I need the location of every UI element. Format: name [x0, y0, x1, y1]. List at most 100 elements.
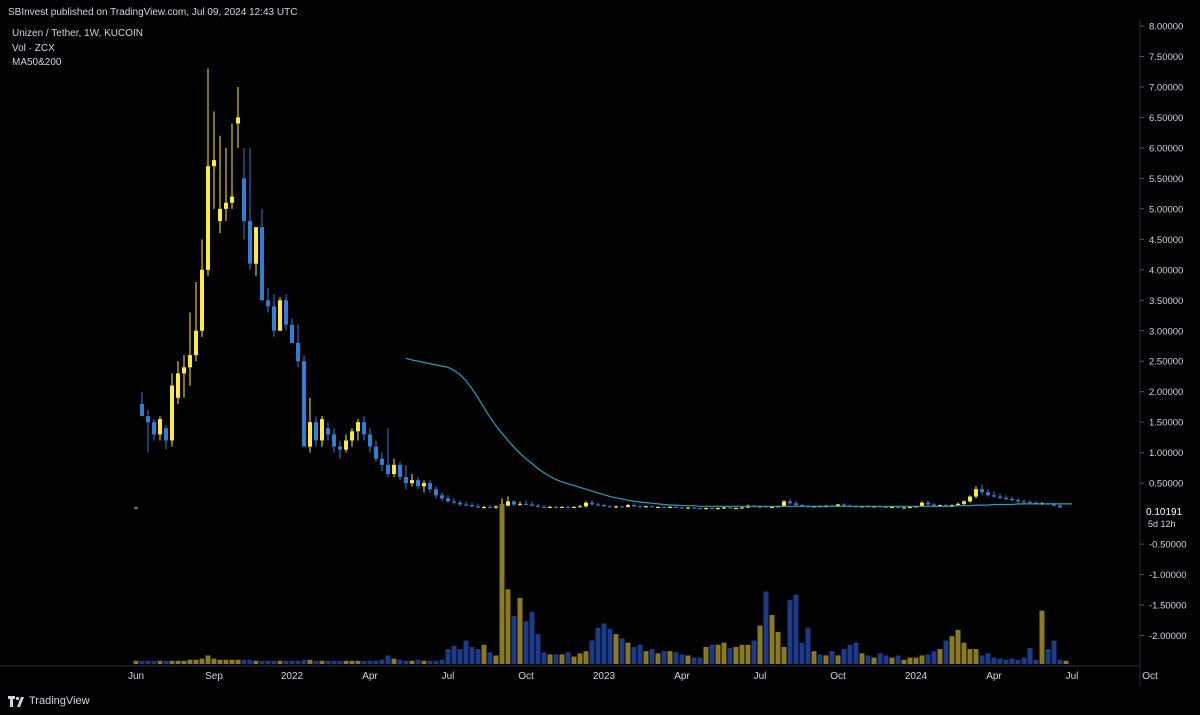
- candle-body: [1052, 504, 1056, 506]
- candle-body: [770, 506, 774, 508]
- volume-bar: [193, 659, 199, 664]
- volume-bar: [559, 654, 565, 664]
- volume-bar: [463, 640, 469, 664]
- volume-bar: [943, 640, 949, 664]
- candle-body: [554, 506, 558, 508]
- symbol-legend[interactable]: Unizen / Tether, 1W, KUCOIN: [12, 28, 143, 39]
- volume-bar: [817, 654, 823, 664]
- candle-body: [524, 503, 528, 505]
- volume-bar: [553, 654, 559, 664]
- candle-body: [596, 504, 600, 506]
- candle-body: [320, 419, 324, 441]
- candle-body: [656, 506, 660, 508]
- y-tick-label: 4.50000: [1149, 235, 1183, 246]
- volume-bar: [835, 655, 841, 664]
- candle-body: [488, 506, 492, 508]
- candle-body: [326, 428, 330, 435]
- candle-body: [224, 202, 228, 209]
- volume-bar: [1039, 610, 1045, 664]
- volume-legend[interactable]: Vol · ZCX: [12, 43, 55, 54]
- candle-body: [140, 403, 144, 417]
- volume-bar: [925, 654, 931, 664]
- volume-bar: [445, 649, 451, 664]
- volume-bar: [331, 660, 337, 664]
- y-tick-label: 1.00000: [1149, 448, 1183, 459]
- y-tick-label: 6.00000: [1149, 143, 1183, 154]
- ma-legend[interactable]: MA50&200: [12, 57, 62, 68]
- candle-body: [386, 464, 390, 474]
- tradingview-brand[interactable]: TradingView: [8, 695, 90, 707]
- volume-bar: [829, 651, 835, 664]
- y-tick-label: -1.00000: [1149, 570, 1187, 581]
- volume-bar: [517, 597, 523, 664]
- volume-bar: [571, 656, 577, 664]
- candle-body: [542, 506, 546, 508]
- candle-body: [662, 506, 666, 508]
- volume-bar: [973, 649, 979, 664]
- volume-bar: [961, 642, 967, 664]
- volume-bar: [853, 642, 859, 664]
- candle-body: [398, 464, 402, 478]
- candle-body: [536, 505, 540, 507]
- candle-body: [380, 458, 384, 465]
- volume-bar: [715, 644, 721, 664]
- y-tick-label: 6.50000: [1149, 113, 1183, 124]
- candle-body: [344, 440, 348, 450]
- candle-body: [1022, 501, 1026, 503]
- volume-bar: [823, 655, 829, 664]
- y-tick-label: 5.00000: [1149, 204, 1183, 215]
- candle-body: [1058, 505, 1062, 508]
- volume-bar: [505, 589, 511, 664]
- candle-body: [230, 196, 234, 203]
- y-tick-label: 0.50000: [1149, 479, 1183, 490]
- volume-bar: [229, 659, 235, 664]
- volume-bar: [487, 652, 493, 664]
- candle-body: [608, 506, 612, 508]
- y-tick-label: 7.50000: [1149, 52, 1183, 63]
- volume-bar: [841, 649, 847, 664]
- volume-bar: [667, 651, 673, 664]
- axes-layer: 8.00000 7.50000 7.00000 6.50000 6.00000 5.500…: [0, 20, 1187, 686]
- candle-body: [242, 178, 246, 222]
- volume-bar: [187, 659, 193, 664]
- candle-body: [416, 480, 420, 487]
- candle-body: [710, 508, 714, 510]
- footer: TradingView: [0, 690, 1200, 715]
- volume-bar: [631, 646, 637, 664]
- price-chart[interactable]: 8.00000 7.50000 7.00000 6.50000 6.00000 5.500…: [0, 0, 1200, 690]
- volume-bar: [277, 660, 283, 664]
- volume-bar: [709, 644, 715, 664]
- volume-bar: [373, 660, 379, 664]
- candles-layer: [134, 68, 1062, 510]
- candle-body: [476, 506, 480, 508]
- y-tick-label: 5.50000: [1149, 174, 1183, 185]
- candle-body: [350, 431, 354, 441]
- candle-body: [692, 507, 696, 509]
- candle-body: [704, 508, 708, 510]
- last-price-label: 0.10191: [1146, 507, 1183, 518]
- volume-bar: [181, 660, 187, 664]
- volume-bar: [319, 660, 325, 664]
- volume-bar: [607, 628, 613, 664]
- candle-body: [158, 419, 162, 435]
- volume-bar: [721, 642, 727, 664]
- volume-bar: [751, 640, 757, 664]
- x-tick-label: 2022: [281, 671, 304, 682]
- candle-body: [788, 501, 792, 504]
- candle-body: [188, 355, 192, 368]
- volume-bar: [697, 657, 703, 664]
- volume-bar: [727, 648, 733, 664]
- volume-bar: [691, 657, 697, 664]
- volume-bar: [439, 659, 445, 664]
- volume-bar: [283, 660, 289, 664]
- candle-body: [698, 508, 702, 510]
- candle-body: [998, 496, 1002, 498]
- candle-body: [272, 306, 276, 331]
- candle-body: [572, 506, 576, 508]
- volume-bar: [133, 660, 139, 664]
- volume-bar: [649, 649, 655, 664]
- volume-bar: [523, 621, 529, 664]
- volume-bar: [433, 660, 439, 664]
- volume-bar: [991, 657, 997, 664]
- y-tick-label: -1.50000: [1149, 601, 1187, 612]
